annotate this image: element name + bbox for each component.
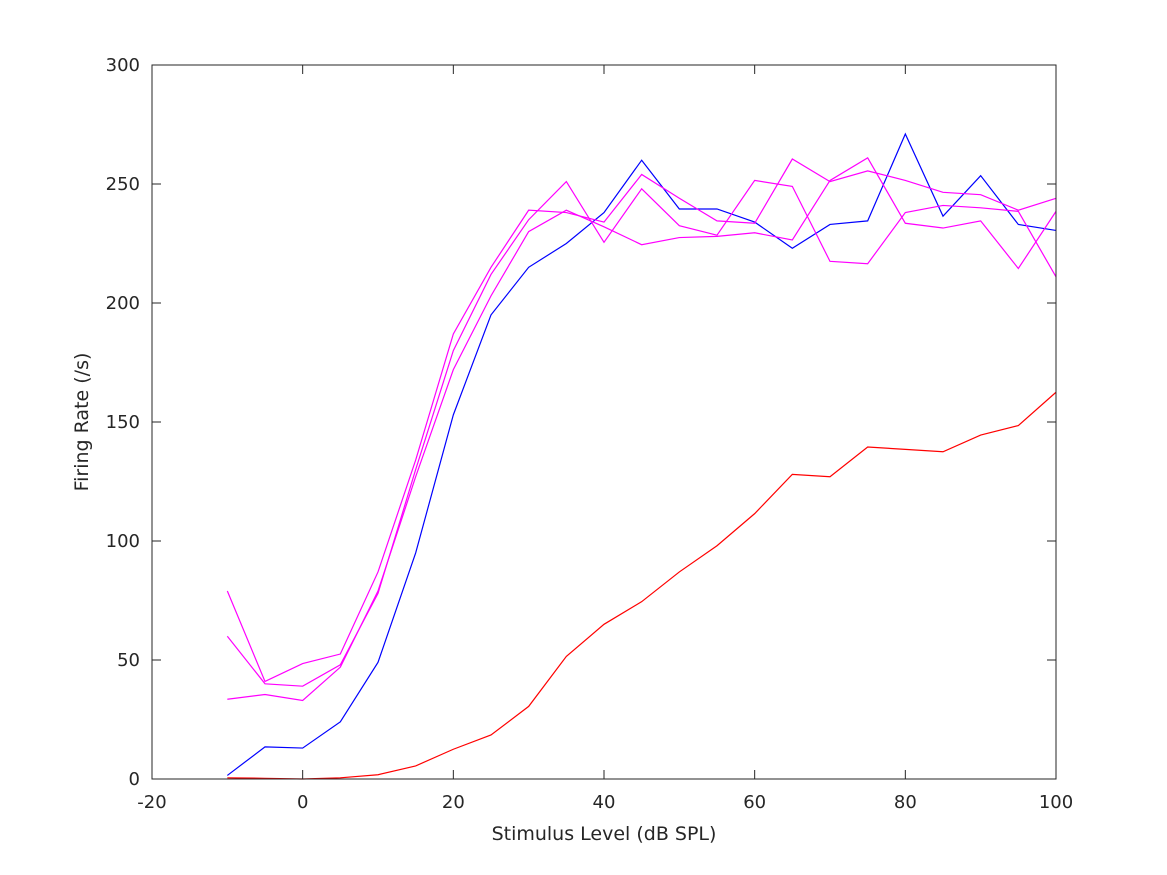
y-tick-label: 0 [129, 769, 140, 790]
x-axis-label: Stimulus Level (dB SPL) [492, 823, 717, 845]
y-axis-label: Firing Rate (/s) [71, 353, 93, 492]
series-layer [226, 132, 1057, 780]
y-tick-label: 50 [117, 650, 140, 671]
y-tick-label: 100 [106, 531, 140, 552]
series-line-5 [227, 391, 1057, 780]
x-tick-label: 0 [297, 792, 308, 813]
x-tick-label: 40 [593, 792, 616, 813]
series-line-2 [226, 158, 1057, 683]
y-tick-label: 150 [106, 412, 140, 433]
y-tick-label: 250 [106, 174, 140, 195]
x-tick-label: 80 [894, 792, 917, 813]
x-tick-label: 100 [1039, 792, 1073, 813]
x-tick-label: -20 [137, 792, 166, 813]
x-tick-label: 60 [743, 792, 766, 813]
y-tick-label: 300 [106, 55, 140, 76]
series-line-4 [227, 156, 1057, 702]
series-line-1 [226, 132, 1057, 776]
x-tick-label: 20 [442, 792, 465, 813]
y-tick-label: 200 [106, 293, 140, 314]
